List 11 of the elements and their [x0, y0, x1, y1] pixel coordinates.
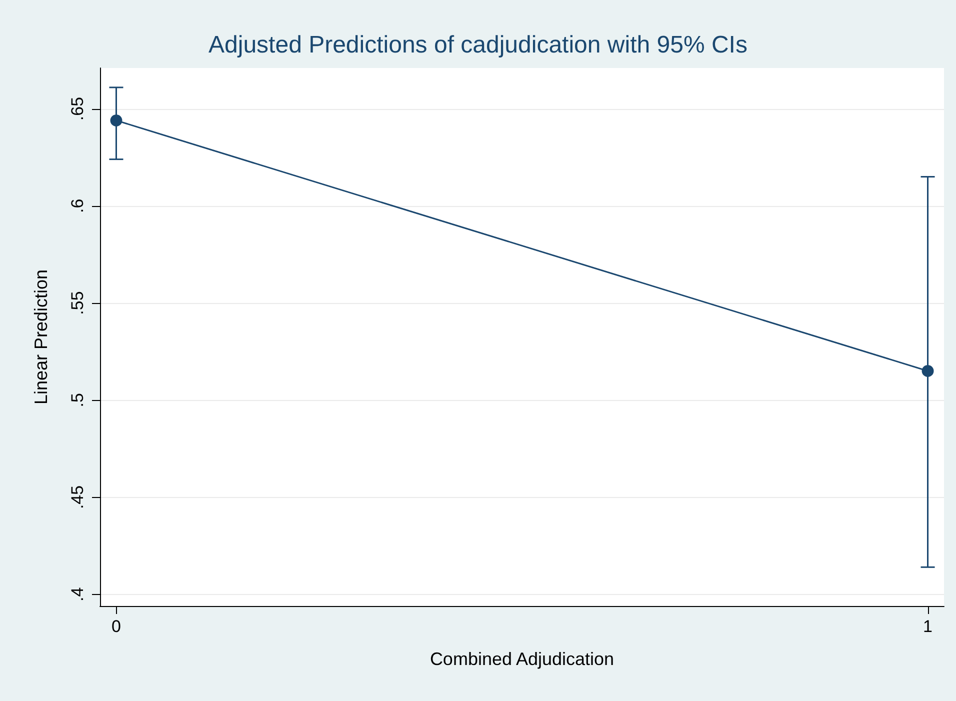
y-tick-label: .55: [68, 291, 87, 315]
y-tick-label: .5: [68, 393, 87, 408]
chart-title: Adjusted Predictions of cadjudication with 95% CIs: [208, 32, 748, 58]
y-tick-label: .65: [68, 96, 87, 121]
y-tick-label: .4: [68, 587, 87, 602]
x-tick-label: 0: [111, 617, 121, 636]
x-axis-title: Combined Adjudication: [430, 649, 614, 669]
x-tick-label: 1: [923, 617, 933, 636]
y-tick-label: .45: [68, 485, 87, 510]
y-tick-label: .6: [68, 198, 87, 213]
y-axis-title: Linear Prediction: [31, 269, 51, 405]
